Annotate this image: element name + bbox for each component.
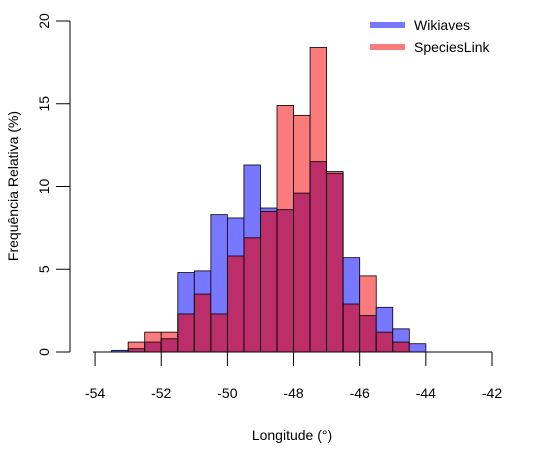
bar-wikiaves	[260, 208, 277, 212]
bar-overlap	[243, 237, 261, 352]
y-axis-title: Frequência Relativa (%)	[5, 111, 21, 261]
y-tick-label: 0	[36, 348, 52, 356]
bar-wikiaves	[111, 350, 129, 352]
bar-overlap	[376, 332, 393, 352]
bar-overlap	[359, 315, 377, 352]
y-tick-label: 15	[36, 96, 52, 112]
bar-specieslink	[359, 275, 377, 316]
x-tick-label: -54	[85, 385, 105, 401]
bar-overlap	[210, 313, 228, 352]
legend-label-wikiaves: Wikiaves	[414, 17, 470, 33]
x-ticks: -54 -52 -50 -48 -46 -44 -42	[85, 352, 502, 401]
bar-overlap	[343, 304, 360, 352]
bar-overlap	[277, 209, 294, 352]
y-tick-label: 5	[36, 265, 52, 273]
y-tick-label: 10	[36, 179, 52, 195]
bar-wikiaves	[392, 328, 410, 343]
bar-overlap	[392, 342, 410, 352]
bar-overlap	[194, 294, 211, 352]
y-tick-label: 20	[36, 13, 52, 29]
bar-specieslink	[144, 332, 162, 343]
bar-specieslink	[293, 115, 311, 194]
x-tick-label: -52	[151, 385, 171, 401]
bar-overlap	[177, 313, 195, 352]
x-tick-label: -50	[217, 385, 237, 401]
x-axis-title: Longitude (°)	[252, 427, 332, 443]
x-tick-label: -42	[482, 385, 502, 401]
bars-layer	[111, 47, 427, 353]
bar-wikiaves	[194, 270, 211, 295]
bar-wikiaves	[343, 257, 360, 305]
bar-wikiaves	[243, 164, 261, 238]
bar-overlap	[144, 342, 162, 352]
bar-overlap	[310, 161, 327, 352]
bar-overlap	[227, 256, 244, 352]
bar-specieslink	[310, 47, 327, 162]
bar-wikiaves	[210, 214, 228, 314]
bar-wikiaves	[409, 343, 426, 352]
bar-specieslink	[161, 332, 178, 339]
x-tick-label: -44	[416, 385, 436, 401]
bar-specieslink	[277, 105, 294, 210]
x-tick-label: -46	[350, 385, 370, 401]
legend: Wikiaves SpeciesLink	[370, 17, 490, 55]
bar-wikiaves	[227, 217, 244, 257]
bar-overlap	[326, 173, 344, 352]
bar-overlap	[161, 338, 178, 352]
bar-overlap	[128, 348, 145, 352]
y-ticks: 0 5 10 15 20	[36, 13, 70, 356]
bar-wikiaves	[177, 272, 195, 314]
bar-overlap	[260, 211, 277, 352]
bar-specieslink	[128, 342, 145, 349]
x-tick-label: -48	[283, 385, 303, 401]
bar-wikiaves	[376, 307, 393, 333]
bar-specieslink	[326, 171, 344, 174]
legend-label-specieslink: SpeciesLink	[414, 39, 490, 55]
bar-overlap	[293, 193, 311, 352]
